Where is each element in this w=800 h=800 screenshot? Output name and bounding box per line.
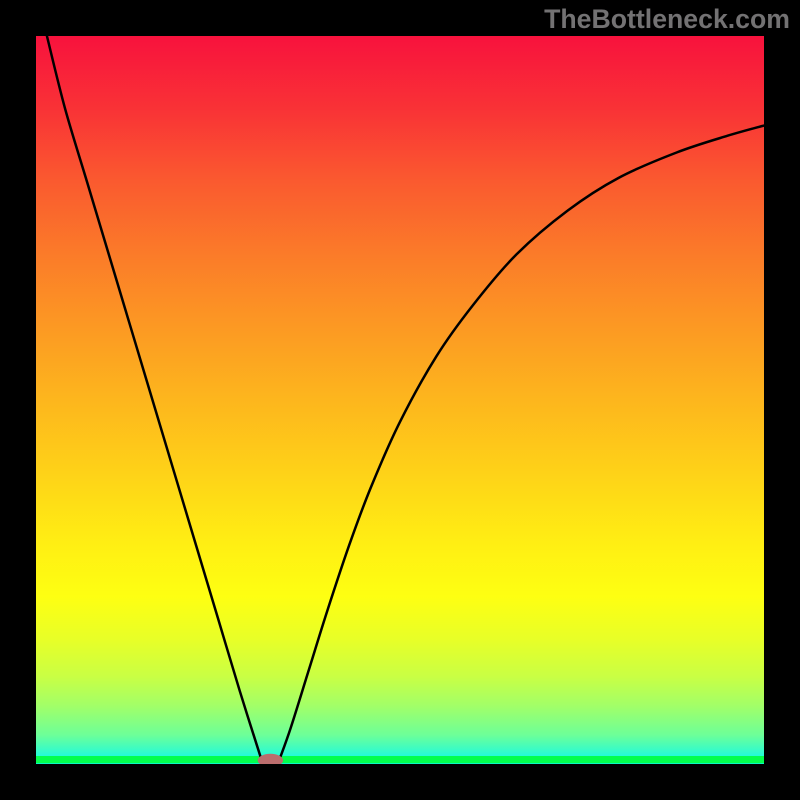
chart-container: TheBottleneck.com	[0, 0, 800, 800]
plot-background	[36, 36, 764, 764]
green-band	[36, 756, 764, 763]
watermark-text: TheBottleneck.com	[544, 4, 790, 35]
bottleneck-curve-chart	[0, 0, 800, 800]
